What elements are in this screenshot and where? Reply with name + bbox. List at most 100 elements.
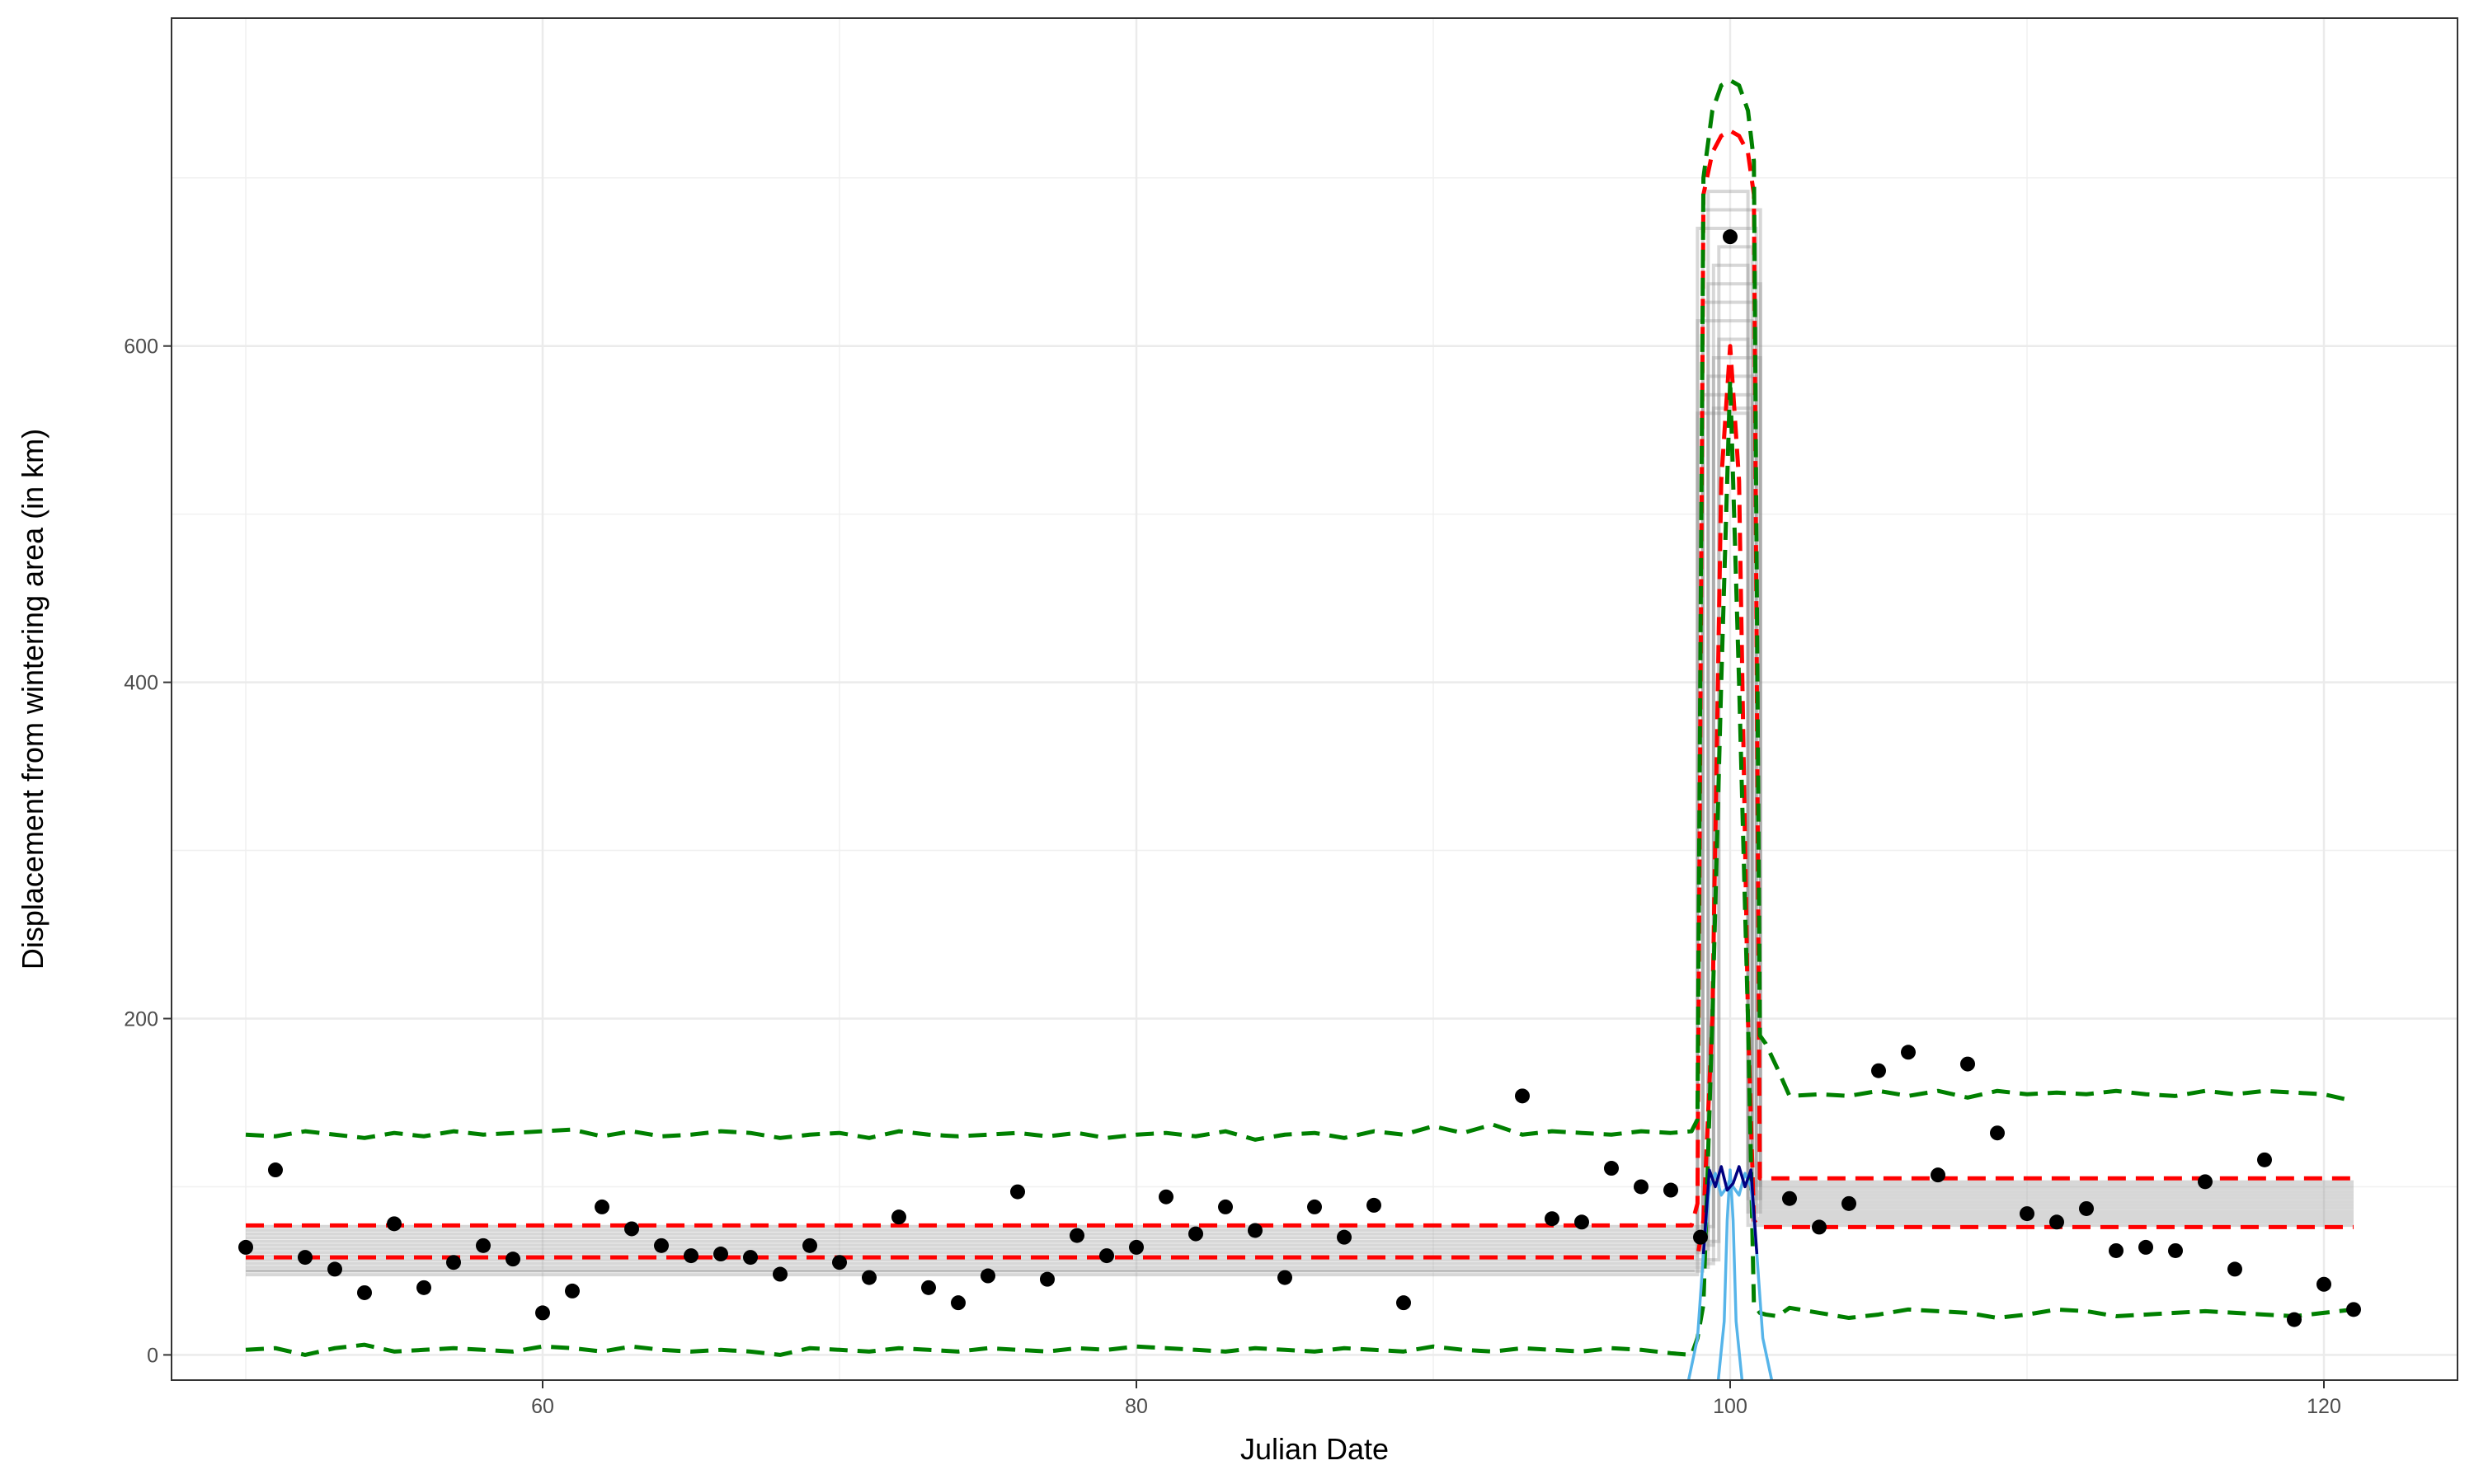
series-lines — [245, 77, 2354, 1380]
posterior-sample-line — [246, 337, 2354, 1262]
data-point — [2198, 1174, 2213, 1190]
posterior-band — [246, 190, 2354, 1277]
data-point — [1931, 1167, 1945, 1183]
data-point — [1040, 1271, 1055, 1287]
series-0-upper-line — [246, 129, 2354, 1228]
data-point — [1663, 1182, 1678, 1198]
data-point — [1871, 1063, 1886, 1078]
data-point — [1723, 229, 1738, 245]
posterior-sample-line — [246, 355, 2354, 1266]
data-point — [1990, 1125, 2005, 1141]
posterior-sample-line — [246, 282, 2354, 1251]
data-point — [624, 1221, 639, 1237]
data-points — [238, 229, 2361, 1327]
data-point — [476, 1237, 491, 1253]
x-tick-label: 60 — [531, 1395, 554, 1418]
data-point — [1010, 1184, 1025, 1200]
data-point — [298, 1250, 313, 1266]
posterior-sample-line — [246, 190, 2354, 1233]
data-point — [713, 1247, 728, 1262]
x-tick-label: 100 — [1713, 1395, 1747, 1418]
data-point — [387, 1216, 402, 1232]
data-point — [416, 1280, 431, 1295]
data-point — [1812, 1219, 1827, 1235]
data-point — [2079, 1200, 2094, 1216]
data-point — [862, 1270, 877, 1285]
data-point — [1188, 1226, 1203, 1242]
data-point — [802, 1237, 817, 1253]
grid-major — [172, 18, 2458, 1380]
data-point — [1604, 1161, 1619, 1176]
data-point — [981, 1268, 995, 1284]
posterior-sample-line — [246, 245, 2354, 1243]
data-point — [1545, 1211, 1559, 1227]
data-point — [1248, 1223, 1263, 1238]
data-point — [1841, 1195, 1856, 1211]
data-point — [1070, 1228, 1084, 1243]
data-point — [1574, 1214, 1589, 1230]
data-point — [654, 1237, 669, 1253]
series-0-lower-line — [246, 344, 2354, 1260]
data-point — [891, 1209, 906, 1225]
data-point — [268, 1162, 283, 1178]
data-point — [1218, 1199, 1233, 1214]
posterior-sample-line — [246, 208, 2354, 1236]
data-point — [2020, 1206, 2034, 1222]
data-point — [773, 1266, 788, 1282]
y-axis-title: Displacement from wintering area (in km) — [16, 429, 49, 970]
data-point — [684, 1248, 698, 1264]
data-point — [327, 1261, 342, 1277]
data-point — [1129, 1239, 1144, 1255]
data-point — [1099, 1248, 1114, 1264]
data-point — [357, 1284, 372, 1300]
data-point — [2346, 1302, 2361, 1317]
series-3-line — [1716, 1168, 1744, 1380]
data-point — [535, 1305, 550, 1321]
data-point — [238, 1239, 253, 1255]
data-point — [506, 1252, 520, 1267]
y-tick-label: 600 — [124, 336, 158, 359]
data-point — [1396, 1295, 1411, 1311]
data-point — [2287, 1312, 2302, 1327]
data-point — [743, 1250, 758, 1266]
plot-area — [238, 77, 2361, 1380]
data-point — [2138, 1239, 2153, 1255]
data-point — [595, 1199, 609, 1214]
data-point — [832, 1255, 847, 1270]
data-point — [2168, 1242, 2183, 1258]
data-point — [2049, 1214, 2064, 1230]
data-point — [2227, 1261, 2242, 1277]
y-tick-label: 200 — [124, 1008, 158, 1031]
data-point — [2109, 1242, 2124, 1258]
data-point — [565, 1283, 580, 1298]
data-point — [1960, 1056, 1975, 1072]
data-point — [446, 1255, 461, 1270]
data-point — [1901, 1045, 1916, 1060]
data-point — [1515, 1088, 1530, 1104]
data-point — [2257, 1152, 2272, 1167]
data-point — [1277, 1270, 1292, 1285]
posterior-sample-line — [246, 226, 2354, 1240]
plot-border — [171, 17, 2458, 1381]
x-tick-label: 120 — [2307, 1395, 2341, 1418]
series-4-line — [1701, 1165, 1759, 1255]
data-point — [1307, 1199, 1322, 1214]
x-tick-label: 80 — [1125, 1395, 1148, 1418]
y-tick-label: 400 — [124, 672, 158, 695]
x-axis-title: Julian Date — [1240, 1432, 1389, 1466]
data-point — [951, 1295, 966, 1311]
series-1-lower-line — [245, 377, 2354, 1357]
grid-minor — [172, 18, 2458, 1380]
y-tick-label: 0 — [147, 1344, 158, 1367]
data-point — [1693, 1229, 1708, 1245]
series-1-upper-line — [245, 77, 2354, 1142]
data-point — [1366, 1197, 1381, 1213]
data-point — [1159, 1189, 1174, 1205]
data-point — [921, 1280, 936, 1295]
data-point — [1337, 1229, 1352, 1245]
y-axis-ticks: 0 200 400 600 — [124, 336, 172, 1367]
x-axis-ticks: 60 80 100 120 — [531, 1380, 2341, 1418]
data-point — [1634, 1179, 1649, 1195]
